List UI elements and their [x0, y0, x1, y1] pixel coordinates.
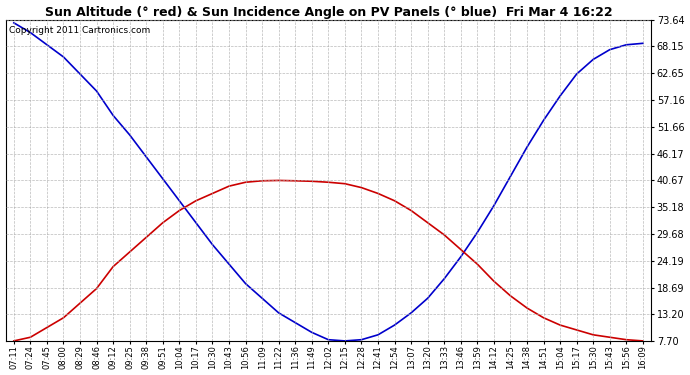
Text: Copyright 2011 Cartronics.com: Copyright 2011 Cartronics.com: [9, 26, 150, 35]
Title: Sun Altitude (° red) & Sun Incidence Angle on PV Panels (° blue)  Fri Mar 4 16:2: Sun Altitude (° red) & Sun Incidence Ang…: [45, 6, 612, 18]
